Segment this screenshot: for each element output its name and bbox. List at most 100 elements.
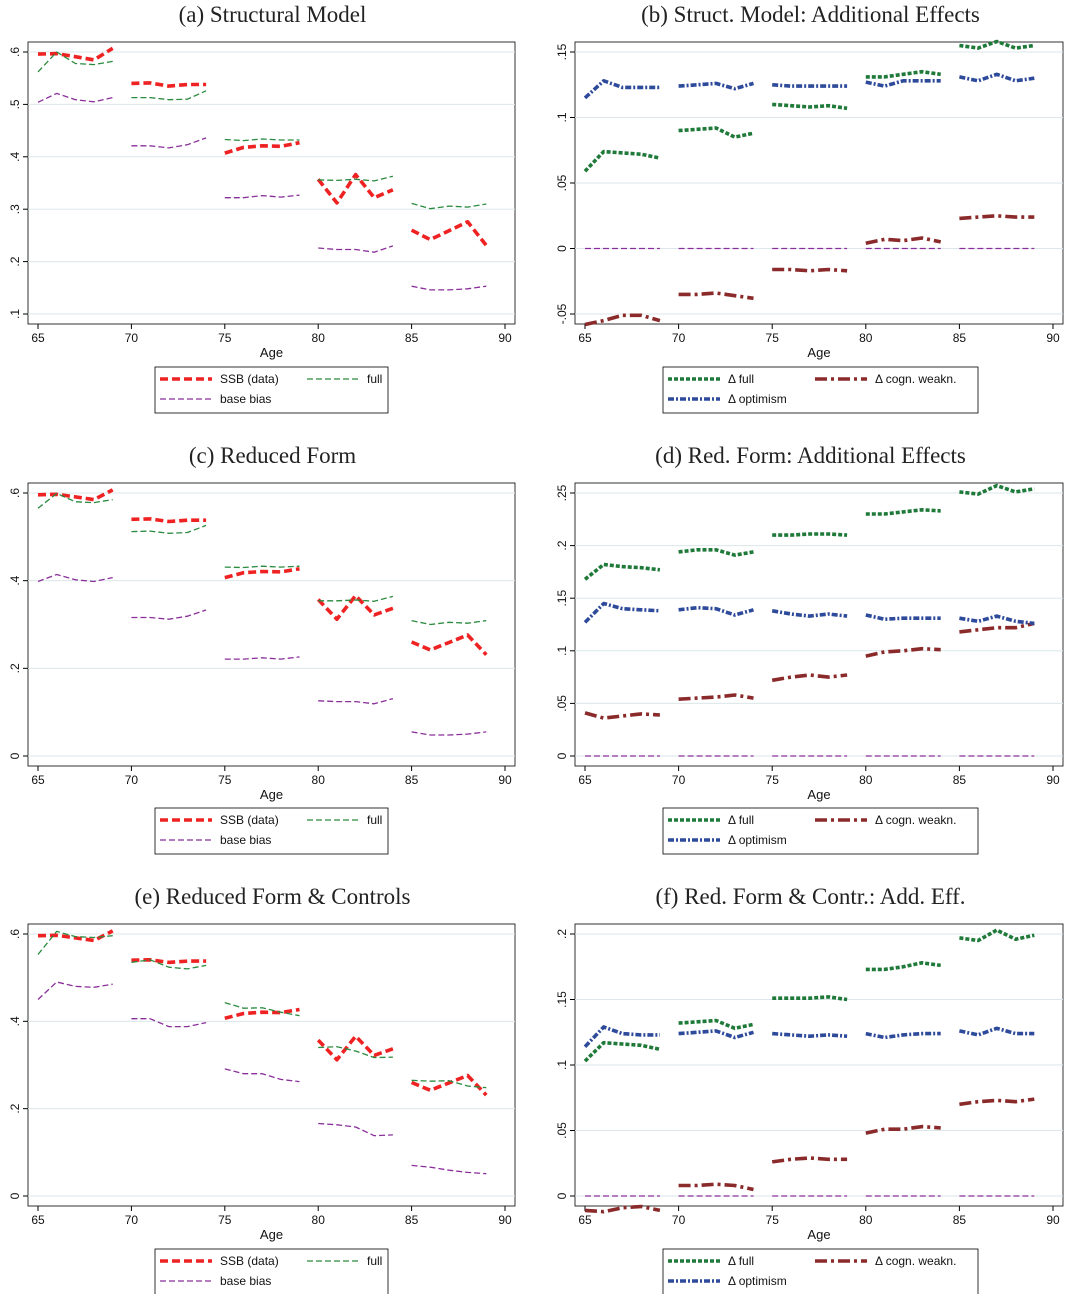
series-line-segment xyxy=(865,1031,941,1040)
x-tick-label: 65 xyxy=(578,1213,592,1227)
series-line-segment xyxy=(224,656,300,660)
chart-c: 0 .2 .4 .6 65 70 75 80 85 90 Age SSB (data) full base… xyxy=(8,482,516,855)
chart-a: .1 .2 .3 .4 .5 .6 65 70 75 80 85 90 Age SSB (data) ful… xyxy=(8,41,516,414)
series--full xyxy=(583,483,1035,581)
series-line-segment xyxy=(771,1156,848,1164)
series-line-segment xyxy=(865,69,941,79)
y-tick-label: .2 xyxy=(555,540,569,550)
x-tick-label: 70 xyxy=(125,1213,139,1227)
x-tick-label: 90 xyxy=(1046,773,1060,787)
panel-d-title: (d) Red. Form: Additional Effects xyxy=(655,443,966,468)
series-line-segment xyxy=(131,524,207,534)
x-tick-label: 90 xyxy=(1046,1213,1060,1227)
series-line-segment xyxy=(865,960,941,972)
series-base-bias xyxy=(37,92,487,291)
x-tick-label: 70 xyxy=(672,331,686,345)
series-line-segment xyxy=(959,621,1035,634)
plot-frame xyxy=(27,41,516,325)
legend-label: SSB (data) xyxy=(220,372,279,386)
x-tick-label: 85 xyxy=(405,331,419,345)
y-tick-label: 0 xyxy=(8,1192,22,1199)
series-line-segment xyxy=(771,609,848,618)
x-tick-label: 75 xyxy=(218,1213,232,1227)
series-line-segment xyxy=(224,138,300,142)
y-tick-label: .6 xyxy=(8,47,22,57)
y-tick-label: .05 xyxy=(555,695,569,712)
series-line-segment xyxy=(37,929,114,943)
legend: SSB (data) full base bias xyxy=(154,1248,389,1294)
plot-frame xyxy=(574,482,1064,767)
panel-e-title: (e) Reduced Form & Controls xyxy=(134,884,411,909)
series-line-segment xyxy=(131,137,207,149)
y-tick-label: .1 xyxy=(555,645,569,655)
series-line-segment xyxy=(411,202,487,210)
legend-label: Δ full xyxy=(728,1254,754,1268)
x-tick-label: 85 xyxy=(405,1213,419,1227)
legend: Δ full Δ cogn. weakn. Δ optimism xyxy=(662,807,979,855)
x-axis-label: Age xyxy=(807,345,830,360)
series-line-segment xyxy=(131,517,207,524)
series-line-segment xyxy=(316,172,394,205)
y-tick-label: .5 xyxy=(8,99,22,109)
series-line-segment xyxy=(318,1046,393,1059)
x-tick-label: 65 xyxy=(31,331,45,345)
series-line-segment xyxy=(678,291,754,301)
y-tick-label: .3 xyxy=(8,204,22,214)
y-tick-label: .25 xyxy=(555,484,569,501)
y-tick-label: 0 xyxy=(555,245,569,252)
series--cogn-weakn- xyxy=(584,1097,1035,1214)
x-axis-label: Age xyxy=(807,1227,830,1242)
series-line-segment xyxy=(678,547,754,557)
series-line-segment xyxy=(584,1204,661,1214)
series-full xyxy=(37,930,487,1089)
y-tick-label: .4 xyxy=(8,151,22,161)
legend-label: Δ cogn. weakn. xyxy=(875,1254,956,1268)
legend-label: base bias xyxy=(220,392,271,406)
series-full xyxy=(37,492,487,626)
series-line-segment xyxy=(959,483,1035,496)
series-line-segment xyxy=(583,1040,661,1063)
x-tick-label: 85 xyxy=(953,773,967,787)
series-line-segment xyxy=(678,605,754,617)
y-tick-label: .1 xyxy=(555,112,569,122)
legend-label: Δ cogn. weakn. xyxy=(875,372,956,386)
x-tick-label: 90 xyxy=(1046,331,1060,345)
series-line-segment xyxy=(37,488,114,502)
series-line-segment xyxy=(865,507,941,516)
y-tick-label: .05 xyxy=(555,1122,569,1139)
x-tick-label: 70 xyxy=(672,773,686,787)
x-tick-label: 70 xyxy=(125,331,139,345)
series-line-segment xyxy=(411,619,487,626)
x-tick-label: 80 xyxy=(859,773,873,787)
series-line-segment xyxy=(37,930,113,955)
series-line-segment xyxy=(959,928,1035,943)
panel-f-title: (f) Red. Form & Contr.: Add. Eff. xyxy=(655,884,966,909)
series-line-segment xyxy=(224,1068,300,1083)
chart-d: 0 .05 .1 .15 .2 .25 65 70 75 80 85 90 Age Δ full Δ cog… xyxy=(555,482,1064,855)
series-line-segment xyxy=(772,102,848,111)
series-line-segment xyxy=(584,711,661,720)
y-tick-label: .6 xyxy=(8,488,22,498)
x-tick-label: 65 xyxy=(31,1213,45,1227)
series-line-segment xyxy=(410,1073,488,1097)
x-axis-label: Age xyxy=(260,345,283,360)
legend-box xyxy=(662,807,979,855)
series-line-segment xyxy=(678,81,754,91)
series--full xyxy=(583,928,1035,1063)
series-line-segment xyxy=(37,981,113,1000)
legend-box xyxy=(662,1248,979,1294)
x-axis-label: Age xyxy=(260,1227,283,1242)
series--optimism xyxy=(583,1025,1035,1048)
y-tick-label: .2 xyxy=(8,256,22,266)
series-line-segment xyxy=(772,532,848,537)
legend-box xyxy=(154,807,389,855)
series-line-segment xyxy=(678,126,754,139)
series-line-segment xyxy=(318,245,394,253)
series-line-segment xyxy=(131,81,207,88)
x-tick-label: 65 xyxy=(578,773,592,787)
x-tick-label: 75 xyxy=(766,331,780,345)
series-line-segment xyxy=(772,1031,848,1038)
legend-label: full xyxy=(367,813,382,827)
series-line-segment xyxy=(678,1029,754,1040)
